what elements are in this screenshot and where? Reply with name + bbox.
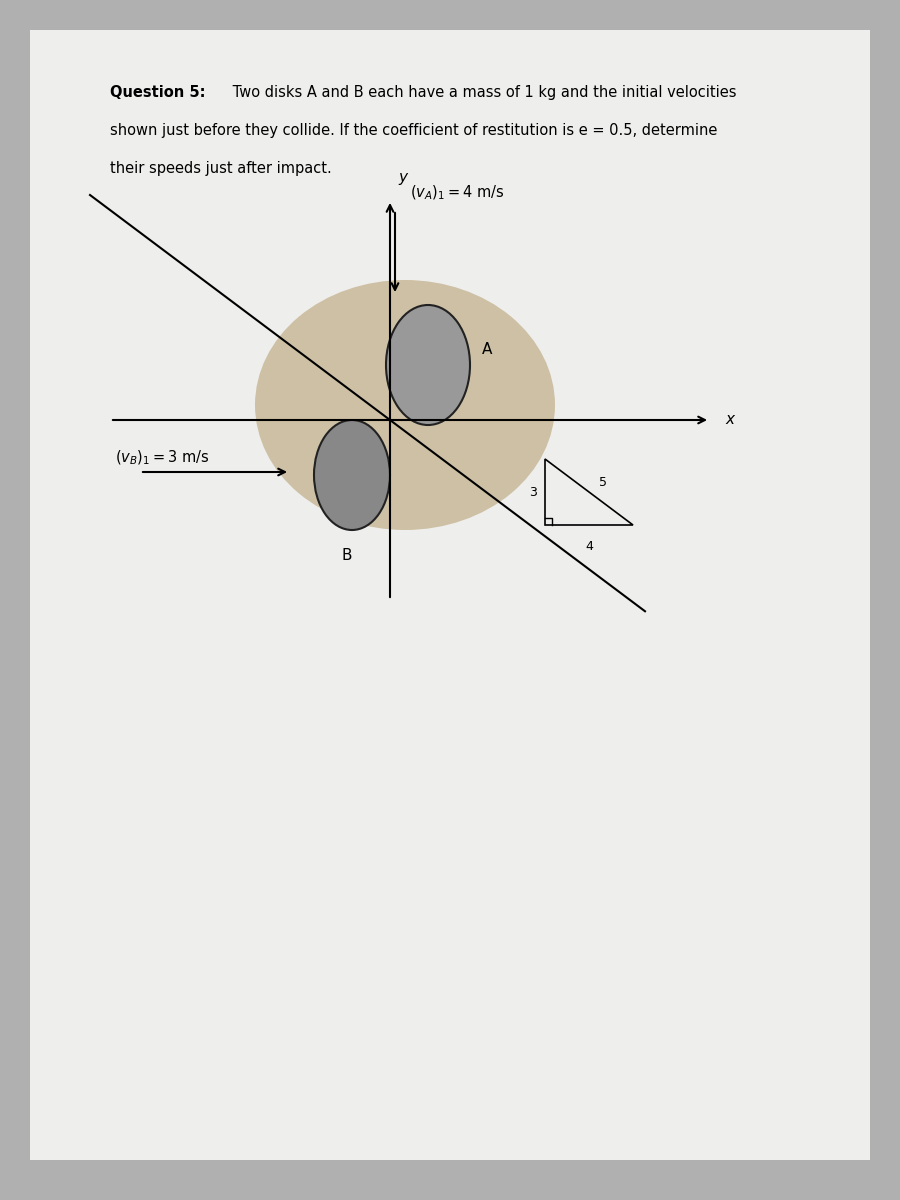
Text: B: B <box>342 548 352 563</box>
Ellipse shape <box>255 280 555 530</box>
Text: Question 5:: Question 5: <box>110 85 205 100</box>
Text: A: A <box>482 342 492 358</box>
Text: Two disks A and B each have a mass of 1 kg and the initial velocities: Two disks A and B each have a mass of 1 … <box>228 85 736 100</box>
Text: $(v_B)_1 = 3\ \mathrm{m/s}$: $(v_B)_1 = 3\ \mathrm{m/s}$ <box>115 449 210 467</box>
Text: x: x <box>725 413 734 427</box>
Text: 5: 5 <box>599 475 607 488</box>
Text: 4: 4 <box>585 540 593 553</box>
Ellipse shape <box>314 420 390 530</box>
Text: shown just before they collide. If the coefficient of restitution is e = 0.5, de: shown just before they collide. If the c… <box>110 122 717 138</box>
Text: $(v_A)_1 = 4\ \mathrm{m/s}$: $(v_A)_1 = 4\ \mathrm{m/s}$ <box>410 184 505 202</box>
Text: 3: 3 <box>529 486 537 498</box>
Text: their speeds just after impact.: their speeds just after impact. <box>110 161 332 176</box>
FancyBboxPatch shape <box>30 30 870 1160</box>
Text: y: y <box>398 170 407 185</box>
Ellipse shape <box>386 305 470 425</box>
